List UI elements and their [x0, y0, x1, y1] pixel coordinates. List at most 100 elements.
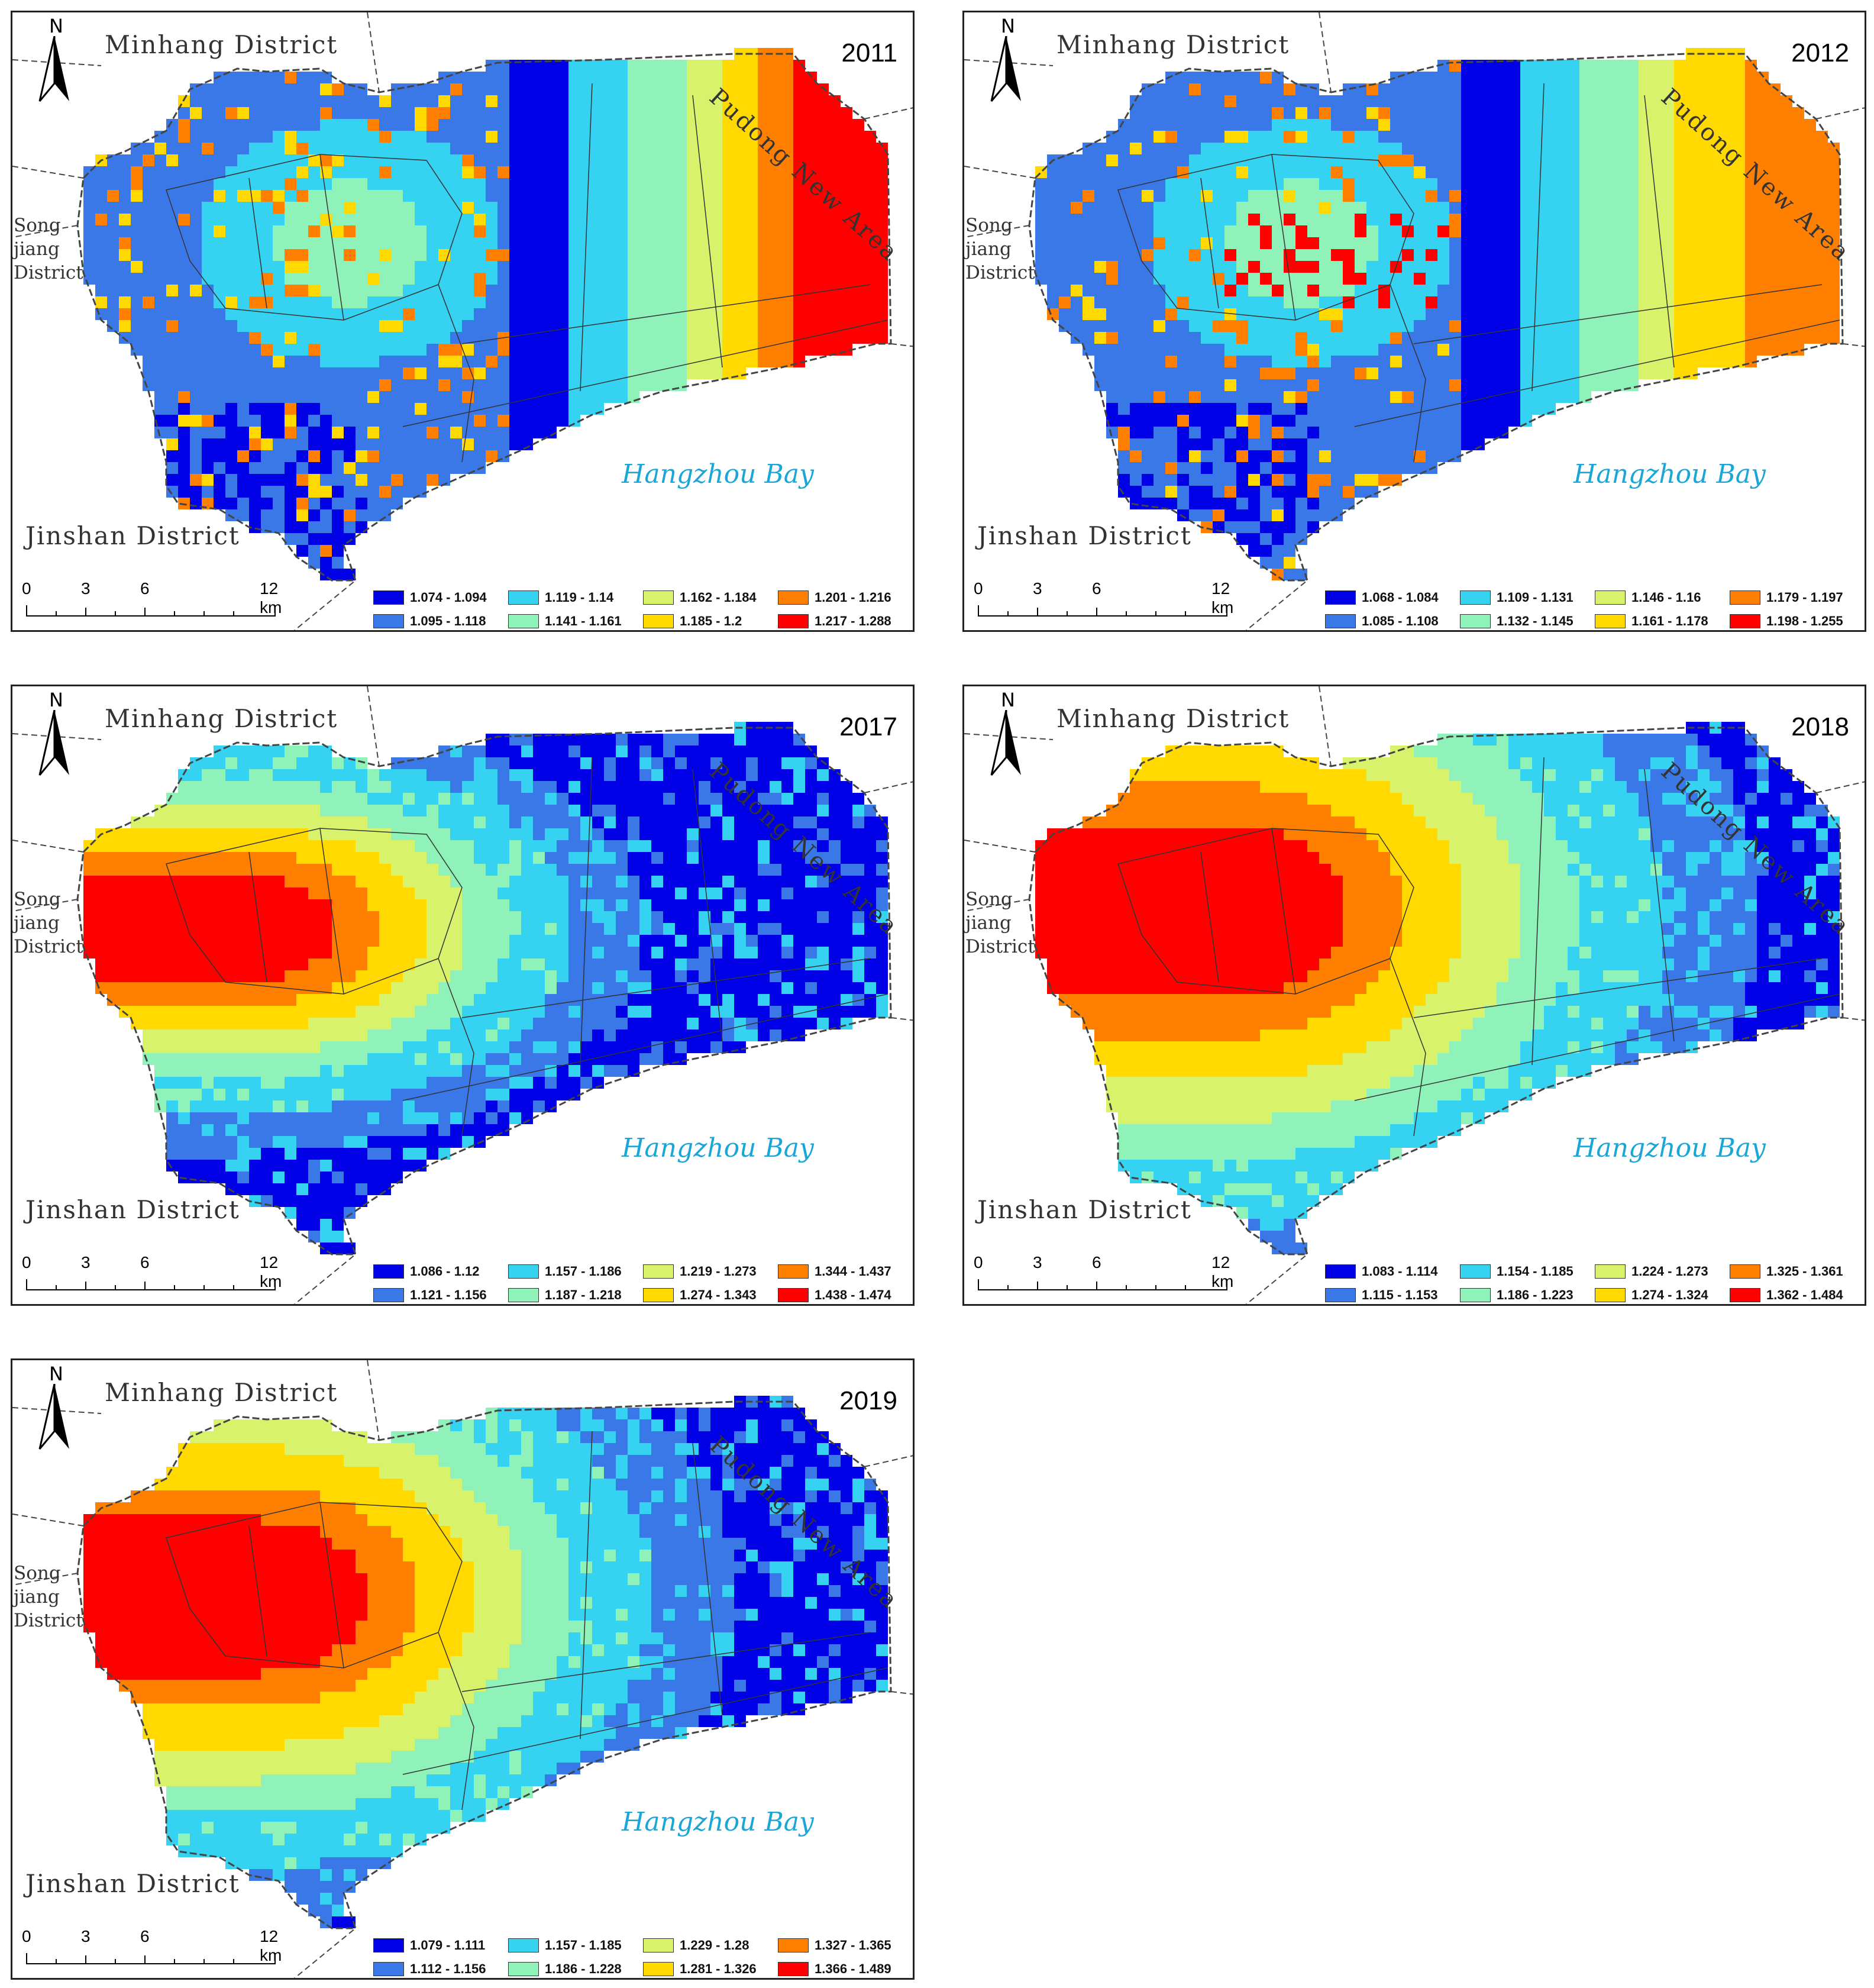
raster-cell: [367, 202, 379, 214]
raster-cell: [237, 781, 249, 793]
raster-cell: [699, 225, 710, 237]
raster-cell: [1295, 261, 1307, 273]
raster-cell: [308, 273, 320, 285]
raster-cell: [1710, 261, 1721, 273]
raster-cell: [1437, 225, 1449, 237]
raster-cell: [509, 308, 521, 320]
raster-cell: [1059, 166, 1071, 178]
raster-cell: [639, 864, 651, 876]
raster-cell: [1804, 261, 1816, 273]
legend-swatch: [508, 590, 539, 605]
raster-cell: [663, 143, 675, 154]
raster-cell: [1627, 131, 1639, 143]
raster-cell: [308, 438, 320, 450]
raster-cell: [1414, 285, 1426, 296]
raster-cell: [344, 249, 356, 261]
raster-cell: [1272, 427, 1284, 438]
raster-cell: [734, 864, 746, 876]
raster-cell: [1236, 533, 1248, 545]
raster-cell: [1177, 379, 1189, 391]
raster-cell: [1390, 296, 1402, 308]
raster-cell: [1130, 474, 1142, 486]
raster-cell: [119, 296, 131, 308]
north-letter: N: [1001, 15, 1015, 37]
raster-cell: [1142, 403, 1154, 415]
raster-cell: [1828, 320, 1840, 332]
raster-cell: [841, 166, 852, 178]
raster-cell: [1698, 320, 1710, 332]
raster-cell: [1473, 427, 1485, 438]
raster-cell: [320, 769, 332, 781]
raster-cell: [344, 769, 356, 781]
raster-cell: [356, 769, 367, 781]
raster-cell: [521, 415, 533, 427]
raster-cell: [296, 166, 308, 178]
raster-cell: [1260, 486, 1272, 498]
raster-cell: [202, 249, 214, 261]
raster-cell: [1639, 190, 1650, 202]
raster-cell: [1485, 60, 1497, 72]
raster-cell: [154, 864, 166, 876]
raster-cell: [1284, 356, 1295, 367]
raster-cell: [379, 225, 391, 237]
raster-cell: [545, 864, 557, 876]
raster-cell: [1083, 249, 1094, 261]
raster-cell: [273, 202, 285, 214]
raster-cell: [1260, 83, 1272, 95]
raster-cell: [829, 296, 841, 308]
raster-cell: [604, 308, 616, 320]
raster-cell: [651, 143, 663, 154]
raster-cell: [1106, 320, 1118, 332]
raster-cell: [639, 202, 651, 214]
raster-cell: [1650, 190, 1662, 202]
raster-cell: [1177, 438, 1189, 450]
raster-cell: [1745, 214, 1757, 225]
raster-cell: [1165, 261, 1177, 273]
raster-cell: [1745, 131, 1757, 143]
raster-cell: [568, 285, 580, 296]
raster-cell: [1461, 131, 1473, 143]
raster-cell: [225, 816, 237, 828]
raster-cell: [237, 864, 249, 876]
raster-cell: [249, 178, 261, 190]
raster-cell: [249, 72, 261, 83]
raster-cell: [793, 840, 805, 852]
raster-cell: [699, 769, 710, 781]
raster-cell: [308, 876, 320, 888]
raster-cell: [1721, 202, 1733, 214]
raster-cell: [1142, 486, 1154, 498]
raster-cell: [403, 296, 415, 308]
raster-cell: [1426, 391, 1437, 403]
raster-cell: [509, 237, 521, 249]
raster-cell: [1272, 119, 1284, 131]
raster-cell: [486, 781, 497, 793]
raster-cell: [344, 450, 356, 462]
raster-cell: [1236, 225, 1248, 237]
raster-cell: [1201, 202, 1213, 214]
raster-cell: [1284, 379, 1295, 391]
raster-cell: [1615, 143, 1627, 154]
raster-cell: [1710, 178, 1721, 190]
raster-cell: [273, 83, 285, 95]
raster-cell: [1556, 308, 1568, 320]
raster-cell: [1071, 237, 1083, 249]
raster-cell: [1154, 296, 1165, 308]
raster-cell: [770, 793, 781, 805]
raster-cell: [1083, 285, 1094, 296]
raster-cell: [580, 119, 592, 131]
raster-cell: [651, 237, 663, 249]
raster-cell: [1674, 344, 1686, 356]
raster-cell: [1319, 486, 1331, 498]
raster-cell: [1390, 83, 1402, 95]
raster-cell: [391, 178, 403, 190]
raster-cell: [1591, 332, 1603, 344]
raster-cell: [734, 805, 746, 816]
raster-cell: [1769, 249, 1781, 261]
raster-cell: [793, 119, 805, 131]
raster-cell: [1213, 379, 1224, 391]
raster-cell: [793, 816, 805, 828]
raster-cell: [1568, 261, 1579, 273]
raster-cell: [1437, 237, 1449, 249]
raster-cell: [1248, 344, 1260, 356]
raster-cell: [1485, 427, 1497, 438]
